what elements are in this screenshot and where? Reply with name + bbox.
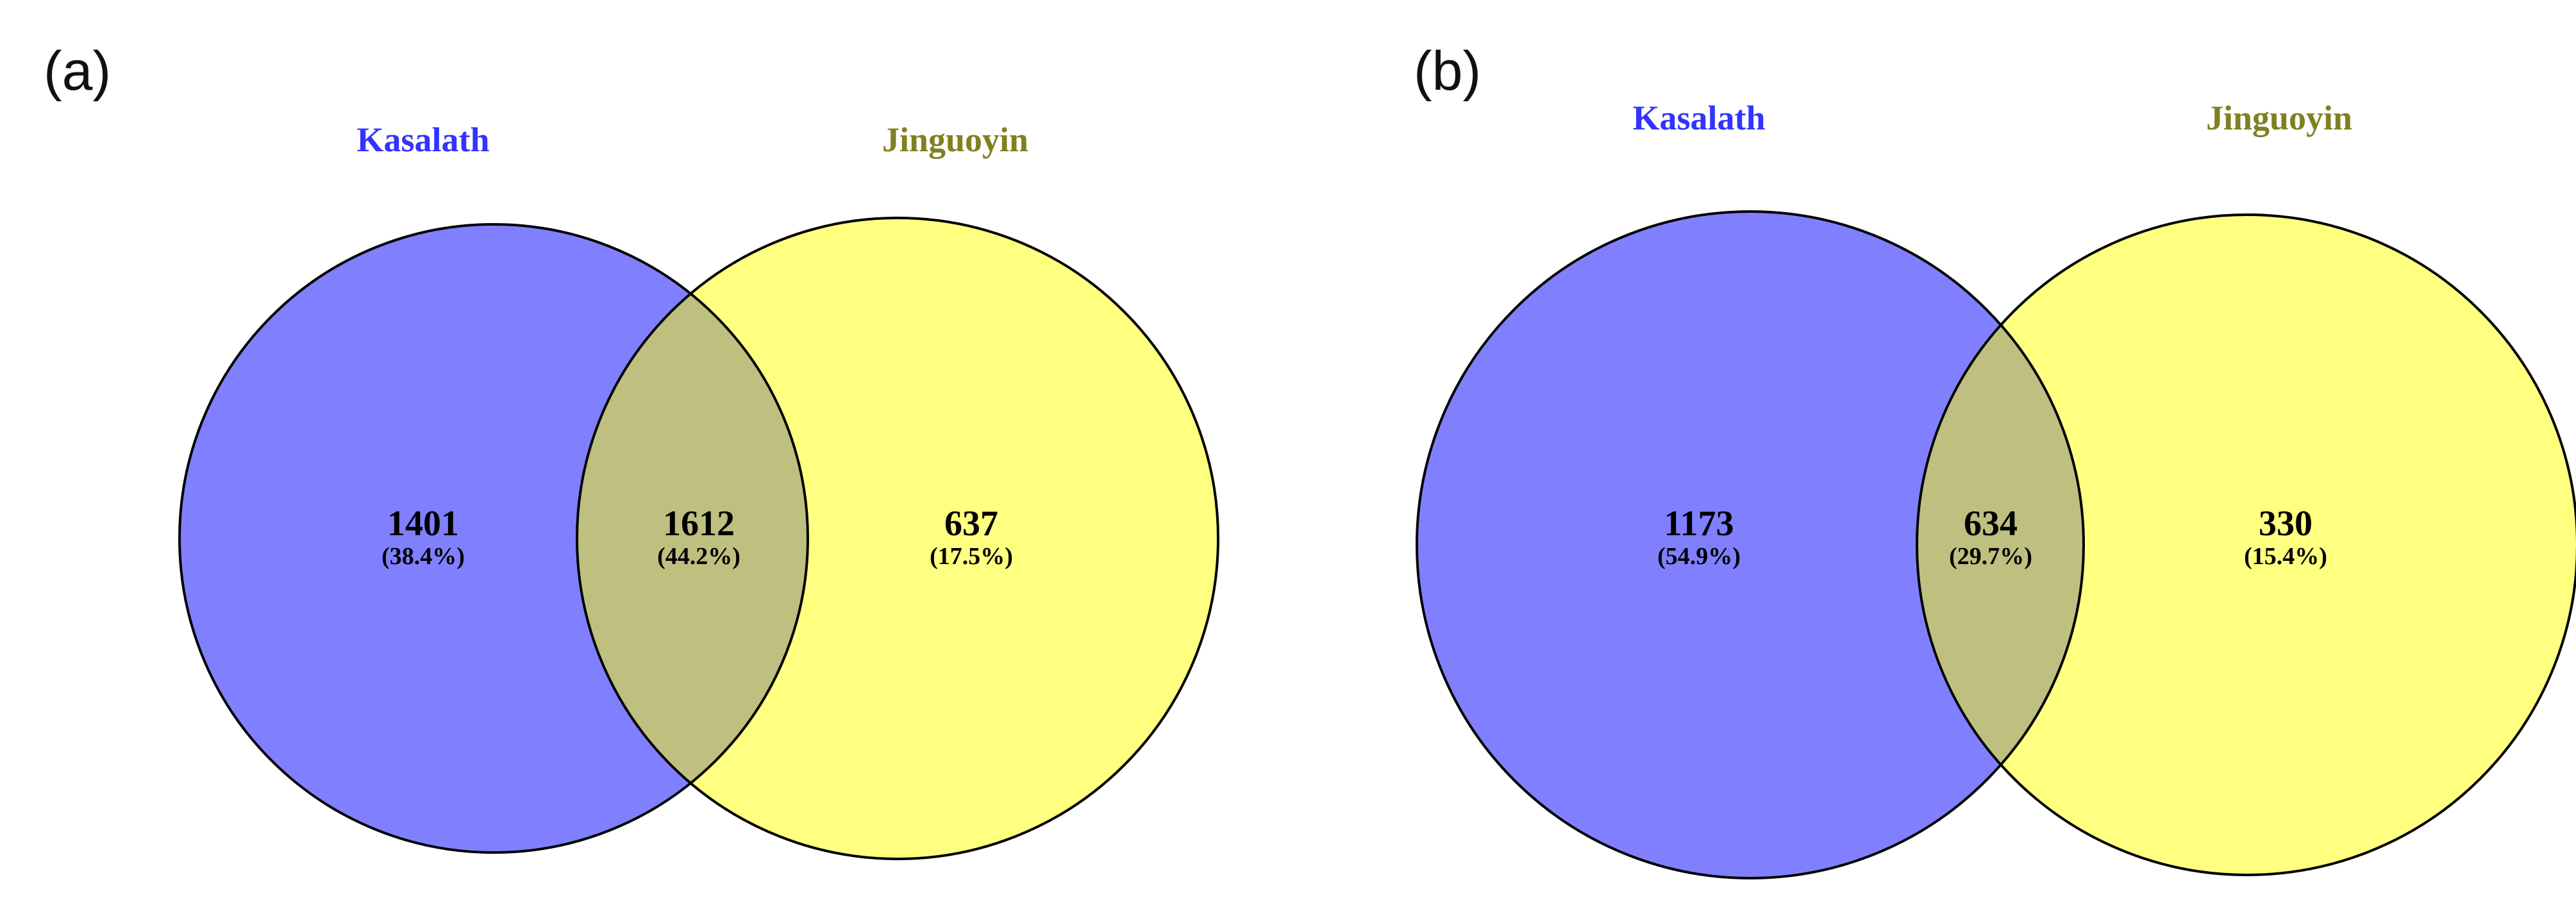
set-title-jinguoyin-a: Jinguoyin	[882, 121, 1028, 159]
outline-jinguoyin-b	[1916, 213, 2576, 876]
set-circle-kasalath-b	[1417, 212, 2084, 878]
count-jinguoyin-only-b: 330	[2259, 504, 2313, 544]
count-overlap-b: 634	[1964, 504, 2018, 544]
count-kasalath-only-b: 1173	[1664, 504, 1734, 544]
percent-overlap-b: (29.7%)	[1949, 543, 2032, 570]
percent-kasalath-only-a: (38.4%)	[381, 543, 465, 570]
set-circle-jinguoyin-b	[1917, 215, 2576, 875]
set-title-kasalath-b: Kasalath	[1632, 99, 1765, 137]
count-overlap-a: 1612	[663, 504, 735, 544]
overlap-region-a	[577, 224, 808, 853]
set-title-kasalath-a: Kasalath	[356, 121, 489, 159]
outline-kasalath-b	[1416, 210, 2085, 879]
count-jinguoyin-only-a: 637	[944, 504, 998, 544]
set-title-jinguoyin-b: Jinguoyin	[2206, 99, 2352, 137]
count-kasalath-only-a: 1401	[387, 504, 459, 544]
panel-label-b: (b)	[1414, 40, 1481, 102]
outline-kasalath-a	[178, 223, 809, 854]
outline-jinguoyin-a	[576, 217, 1219, 860]
venn-panel-a: (a) Kasalath Jinguoyin 1401 (38.4%) 1612…	[44, 40, 1219, 860]
panel-label-a: (a)	[44, 40, 111, 102]
percent-kasalath-only-b: (54.9%)	[1657, 543, 1741, 570]
percent-jinguoyin-only-a: (17.5%)	[930, 543, 1013, 570]
venn-panel-b: (b) Kasalath Jinguoyin 1173 (54.9%) 634 …	[1414, 40, 2576, 879]
percent-overlap-a: (44.2%)	[657, 543, 740, 570]
percent-jinguoyin-only-b: (15.4%)	[2244, 543, 2327, 570]
